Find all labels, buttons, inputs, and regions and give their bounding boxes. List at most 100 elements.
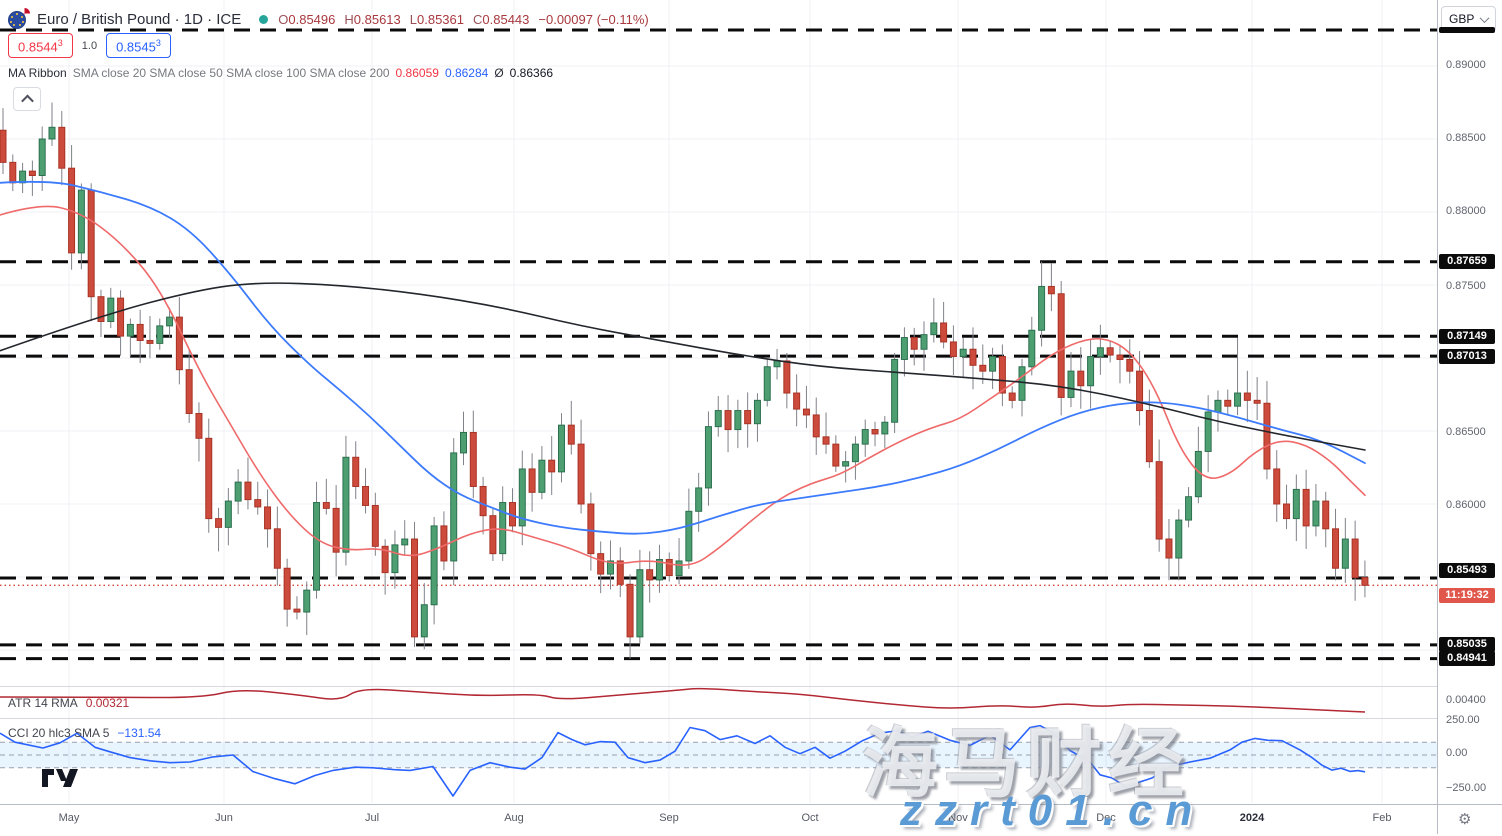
candle[interactable]	[842, 461, 850, 467]
candle[interactable]	[401, 538, 409, 546]
candle[interactable]	[597, 553, 605, 575]
candle[interactable]	[234, 481, 242, 502]
candle[interactable]	[998, 356, 1006, 394]
candle[interactable]	[538, 459, 546, 493]
candle[interactable]	[58, 126, 66, 169]
candle[interactable]	[469, 431, 477, 487]
candle[interactable]	[695, 487, 703, 512]
cci-line[interactable]	[0, 724, 1366, 797]
candle[interactable]	[1361, 577, 1369, 586]
candle[interactable]	[107, 297, 115, 323]
candle[interactable]	[930, 322, 938, 336]
candle[interactable]	[920, 334, 928, 350]
candle[interactable]	[166, 316, 174, 327]
collapse-legend-button[interactable]	[13, 87, 41, 111]
candle[interactable]	[763, 366, 771, 401]
candle[interactable]	[205, 437, 213, 520]
candle[interactable]	[342, 456, 350, 553]
candle[interactable]	[313, 502, 321, 591]
candle[interactable]	[215, 518, 223, 528]
candle[interactable]	[734, 410, 742, 431]
cci-legend[interactable]: CCI 20 hlc3 SMA 5 −131.54	[8, 726, 161, 740]
candle[interactable]	[322, 502, 330, 509]
candle[interactable]	[97, 296, 105, 322]
candle[interactable]	[1018, 366, 1026, 401]
candle[interactable]	[440, 525, 448, 562]
candle[interactable]	[587, 503, 595, 555]
candle[interactable]	[744, 410, 752, 425]
candle[interactable]	[1077, 370, 1085, 387]
candle[interactable]	[1292, 488, 1300, 520]
candle[interactable]	[1028, 329, 1036, 368]
atr-pane-divider[interactable]	[0, 686, 1437, 687]
candle[interactable]	[1214, 399, 1222, 413]
candle[interactable]	[195, 412, 203, 439]
candle[interactable]	[1087, 356, 1095, 387]
candle[interactable]	[557, 424, 565, 473]
candle[interactable]	[910, 337, 918, 350]
candle[interactable]	[861, 429, 869, 445]
candle[interactable]	[636, 569, 644, 638]
candle[interactable]	[577, 443, 585, 505]
candle[interactable]	[303, 589, 311, 613]
candle[interactable]	[1332, 528, 1340, 569]
candle[interactable]	[1096, 347, 1104, 358]
candle[interactable]	[0, 129, 7, 163]
candle[interactable]	[528, 468, 536, 493]
candle[interactable]	[753, 399, 761, 425]
candle[interactable]	[773, 360, 781, 368]
candle[interactable]	[1341, 538, 1349, 569]
candle[interactable]	[9, 161, 17, 184]
candle[interactable]	[646, 569, 654, 581]
candle[interactable]	[244, 481, 252, 501]
candle[interactable]	[420, 604, 428, 638]
candle[interactable]	[1224, 399, 1232, 407]
candle[interactable]	[724, 410, 732, 431]
candle[interactable]	[136, 323, 144, 341]
candle[interactable]	[1126, 358, 1134, 372]
candle[interactable]	[1185, 496, 1193, 521]
candle[interactable]	[489, 515, 497, 555]
candle[interactable]	[655, 558, 663, 581]
candle[interactable]	[38, 138, 46, 176]
candle[interactable]	[185, 369, 193, 414]
candle[interactable]	[273, 528, 281, 569]
candle[interactable]	[783, 360, 791, 394]
candle[interactable]	[1351, 538, 1359, 579]
time-axis[interactable]: May Jun Jul Aug Sep Oct Nov Dec 2024 Feb	[0, 805, 1437, 834]
candle[interactable]	[881, 421, 889, 435]
candle[interactable]	[802, 408, 810, 416]
symbol-title[interactable]: Euro / British Pound · 1D · ICE	[37, 10, 242, 28]
candle[interactable]	[871, 429, 879, 435]
candle[interactable]	[175, 316, 183, 371]
candle[interactable]	[1204, 411, 1212, 452]
candle[interactable]	[1253, 399, 1261, 404]
candle[interactable]	[1312, 500, 1320, 527]
candle[interactable]	[352, 456, 360, 487]
candle[interactable]	[28, 170, 36, 176]
candle[interactable]	[1283, 503, 1291, 520]
candle[interactable]	[1067, 370, 1075, 398]
candle[interactable]	[548, 459, 556, 473]
candle[interactable]	[665, 558, 673, 577]
candle[interactable]	[1302, 488, 1310, 527]
candle[interactable]	[126, 323, 134, 337]
candle[interactable]	[460, 431, 468, 454]
candle[interactable]	[1234, 392, 1242, 407]
candle[interactable]	[362, 485, 370, 506]
candle[interactable]	[1243, 392, 1251, 401]
candle[interactable]	[1155, 461, 1163, 540]
candle[interactable]	[391, 544, 399, 574]
candle[interactable]	[626, 583, 634, 638]
candle[interactable]	[704, 426, 712, 489]
candle[interactable]	[900, 337, 908, 360]
candle[interactable]	[567, 424, 575, 445]
candle[interactable]	[1263, 402, 1271, 470]
candle[interactable]	[1057, 293, 1065, 398]
candle[interactable]	[1322, 500, 1330, 530]
candle[interactable]	[450, 452, 458, 562]
candle[interactable]	[851, 443, 859, 463]
candle[interactable]	[87, 189, 95, 298]
candle[interactable]	[1038, 285, 1046, 331]
gear-icon[interactable]: ⚙	[1458, 811, 1472, 828]
